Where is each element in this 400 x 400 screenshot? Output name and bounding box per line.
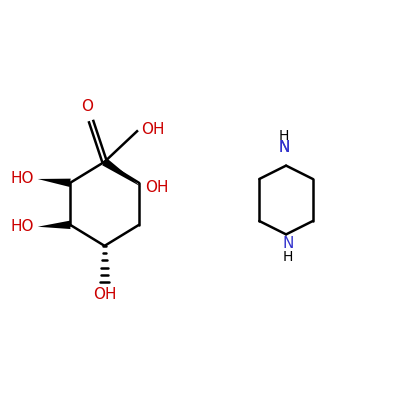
Text: N: N (278, 140, 290, 155)
Text: O: O (81, 99, 93, 114)
Text: OH: OH (93, 287, 116, 302)
Text: H: H (279, 130, 289, 144)
Polygon shape (38, 179, 71, 187)
Polygon shape (102, 158, 141, 187)
Text: OH: OH (146, 180, 169, 195)
Text: N: N (278, 140, 290, 155)
Text: HO: HO (10, 219, 34, 234)
Text: OH: OH (141, 122, 164, 137)
Text: H: H (283, 250, 293, 264)
Text: HO: HO (10, 172, 34, 186)
Text: N: N (282, 236, 294, 251)
Polygon shape (38, 221, 70, 229)
